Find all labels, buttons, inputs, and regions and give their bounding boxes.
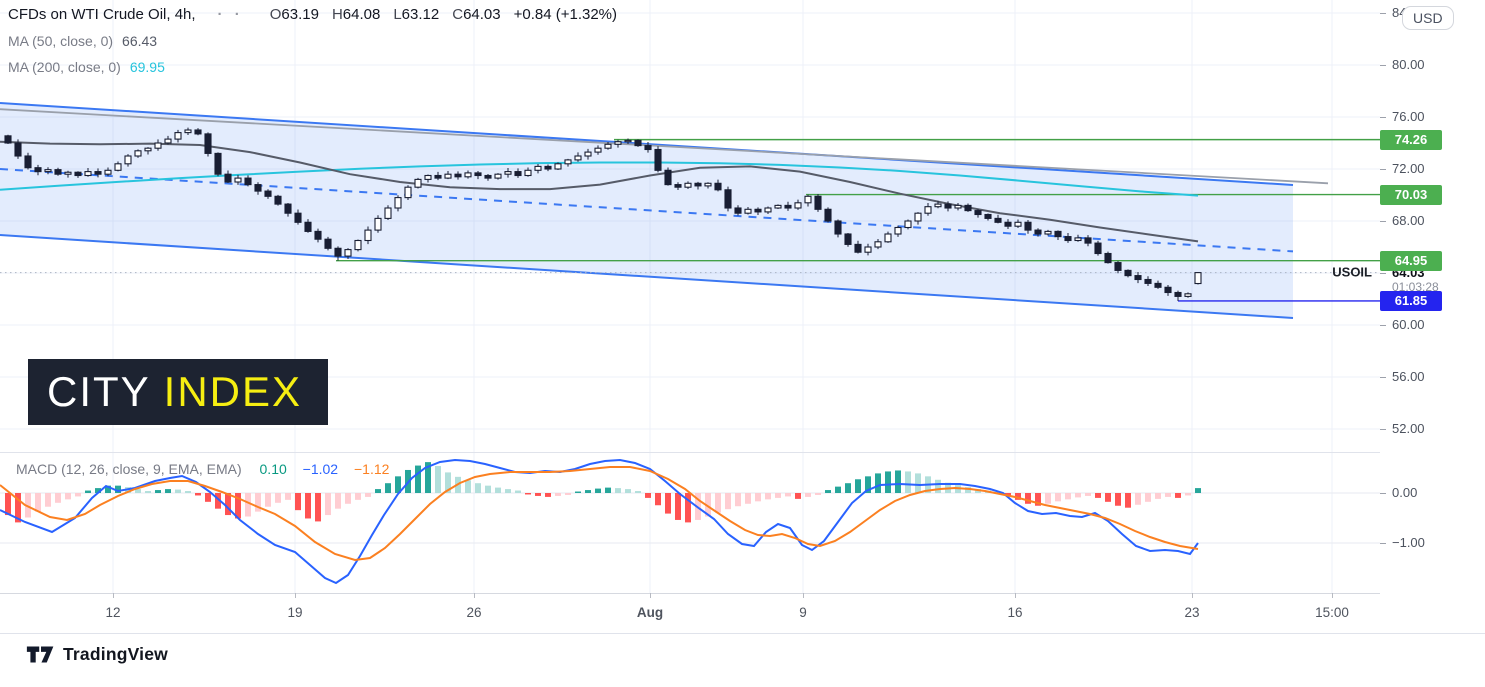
macd-legend-row[interactable]: MACD (12, 26, close, 9, EMA, EMA) 0.10 −…	[16, 461, 389, 477]
city-index-logo-index: INDEX	[163, 368, 303, 415]
price-tick-label-52.00: 52.00	[1392, 421, 1425, 436]
time-tick-dash	[474, 593, 475, 598]
pane-separator[interactable]	[0, 452, 1485, 453]
channel-upper-line	[0, 101, 1294, 186]
candles	[4, 127, 1202, 301]
macd-tick-dash	[1380, 493, 1386, 494]
trendline	[0, 108, 1329, 185]
bar-countdown: 01:03:28	[1392, 280, 1439, 294]
price-level-pill-74.26[interactable]: 74.26	[1380, 129, 1442, 150]
ohlc-high: H64.08	[331, 6, 381, 23]
time-tick-label-15:00: 15:00	[1315, 605, 1349, 620]
macd-tick-dash	[1380, 543, 1386, 544]
macd-tick-label-0.00: 0.00	[1392, 485, 1418, 500]
ohlc-low: L63.12	[393, 6, 440, 23]
macd-signal-line	[0, 466, 1199, 562]
symbol-title: CFDs on WTI Crude Oil, 4h,	[8, 6, 196, 23]
price-tick-label-60.00: 60.00	[1392, 317, 1425, 332]
city-index-logo: CITY INDEX	[28, 359, 328, 425]
macd-label: MACD (12, 26, close, 9, EMA, EMA)	[16, 461, 242, 477]
time-tick-label-9: 9	[799, 605, 807, 620]
ohlc-close: C64.03	[452, 6, 501, 23]
legend-more-dots[interactable]: · ·	[217, 6, 244, 23]
ma200-line	[0, 161, 1199, 197]
tradingview-attribution[interactable]: TradingView	[26, 644, 168, 665]
price-tick-dash	[1380, 169, 1386, 170]
main-chart[interactable]: USOIL	[0, 0, 1380, 633]
ma50-line	[0, 140, 1199, 243]
price-tick-label-76.00: 76.00	[1392, 109, 1425, 124]
symbol-watermark-label: USOIL	[1332, 265, 1372, 280]
price-tick-dash	[1380, 65, 1386, 66]
ma50-label: MA (50, close, 0)	[8, 33, 114, 49]
ma200-label: MA (200, close, 0)	[8, 59, 121, 75]
time-tick-label-23: 23	[1184, 605, 1200, 620]
price-tick-label-68.00: 68.00	[1392, 213, 1425, 228]
ma50-legend-row[interactable]: MA (50, close, 0) 66.43	[8, 33, 157, 49]
price-tick-dash	[1380, 377, 1386, 378]
ohlc-open: O63.19	[269, 6, 319, 23]
price-level-pill-64.95[interactable]: 64.95	[1380, 250, 1442, 271]
price-tick-dash	[1380, 117, 1386, 118]
channel-lower-line	[0, 234, 1294, 319]
macd-line-value: −1.02	[302, 461, 339, 477]
macd-hist-value: 0.10	[259, 461, 287, 477]
time-tick-label-19: 19	[287, 605, 303, 620]
channel-mid-dashed-line	[0, 168, 1294, 253]
price-tick-dash	[1380, 221, 1386, 222]
time-tick-label-12: 12	[105, 605, 121, 620]
price-tick-dash	[1380, 325, 1386, 326]
time-tick-label-26: 26	[466, 605, 482, 620]
time-tick-dash	[1332, 593, 1333, 598]
macd-signal-value: −1.12	[353, 461, 390, 477]
price-tick-label-80.00: 80.00	[1392, 57, 1425, 72]
time-tick-dash	[803, 593, 804, 598]
macd-pane	[0, 458, 1201, 585]
time-tick-dash	[1192, 593, 1193, 598]
tradingview-logo-text: TradingView	[63, 644, 168, 664]
price-axis[interactable]: 84.0080.0076.0072.0068.0060.0056.0052.00…	[1380, 0, 1485, 633]
time-tick-dash	[1015, 593, 1016, 598]
tradingview-logo-icon	[26, 646, 54, 663]
ma50-value: 66.43	[122, 33, 158, 49]
ma200-value: 69.95	[129, 59, 165, 75]
time-tick-label-Aug: Aug	[636, 605, 664, 620]
symbol-legend-row[interactable]: CFDs on WTI Crude Oil, 4h, · · O63.19 H6…	[8, 6, 617, 23]
price-change: +0.84 (+1.32%)	[513, 6, 618, 23]
price-level-pill-70.03[interactable]: 70.03	[1380, 184, 1442, 205]
city-index-logo-city: CITY	[47, 368, 151, 415]
time-tick-label-16: 16	[1007, 605, 1023, 620]
price-level-pill-61.85[interactable]: 61.85	[1380, 290, 1442, 311]
currency-toggle-button[interactable]: USD	[1402, 6, 1454, 30]
time-tick-dash	[113, 593, 114, 598]
macd-line	[0, 458, 1199, 585]
price-tick-label-72.00: 72.00	[1392, 161, 1425, 176]
ma200-legend-row[interactable]: MA (200, close, 0) 69.95	[8, 59, 165, 75]
chart-bottom-border	[0, 633, 1485, 634]
price-tick-dash	[1380, 13, 1386, 14]
price-tick-label-56.00: 56.00	[1392, 369, 1425, 384]
price-tick-dash	[1380, 429, 1386, 430]
time-axis[interactable]: 12 19 26 Aug 9 16 23 15:00	[0, 593, 1380, 633]
time-axis-separator	[0, 593, 1485, 594]
macd-tick-label-−1.00: −1.00	[1392, 535, 1425, 550]
time-tick-dash	[295, 593, 296, 598]
time-tick-dash	[650, 593, 651, 598]
price-pane: USOIL	[0, 101, 1380, 319]
current-price-tick-dash	[1380, 273, 1386, 274]
